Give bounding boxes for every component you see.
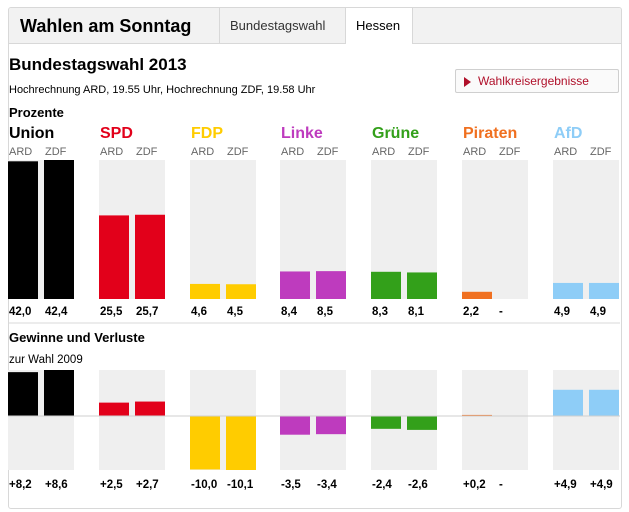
change-background-piraten [462, 370, 528, 470]
bar-ard-fdp [190, 283, 220, 299]
bar-ard-piraten [462, 291, 492, 299]
bar-zdf-spd [135, 214, 165, 299]
party-label-linke: Linke [281, 125, 323, 142]
election-widget: Wahlen am Sonntag Bundestagswahl Hessen … [8, 7, 622, 509]
value-label-ard-linke: 8,4 [281, 306, 298, 318]
chart1-title: Prozente [9, 105, 64, 120]
wahlkreisergebnisse-button[interactable]: Wahlkreisergebnisse [455, 69, 619, 93]
value-label-ard-union: 42,0 [9, 306, 31, 318]
party-label-piraten: Piraten [463, 125, 517, 142]
value-label-zdf-union: 42,4 [45, 306, 68, 318]
change-label-zdf-grne: -2,6 [408, 479, 428, 491]
value-label-zdf-fdp: 4,5 [227, 306, 244, 318]
series-label-zdf-fdp: ZDF [227, 146, 249, 158]
change-bar-zdf-linke [316, 415, 346, 435]
bar-ard-afd [553, 282, 583, 299]
change-bar-ard-piraten [462, 414, 492, 416]
value-label-ard-spd: 25,5 [100, 306, 123, 318]
change-bar-zdf-union [44, 370, 74, 416]
series-label-ard-afd: ARD [554, 146, 577, 158]
value-label-ard-piraten: 2,2 [463, 306, 479, 318]
change-label-zdf-linke: -3,4 [317, 479, 337, 491]
series-label-ard-union: ARD [9, 146, 32, 158]
tab-bundestagswahl[interactable]: Bundestagswahl [219, 8, 345, 43]
wahlkreisergebnisse-label: Wahlkreisergebnisse [478, 74, 589, 88]
value-label-ard-grne: 8,3 [372, 306, 388, 318]
bar-background-afd [553, 160, 619, 299]
value-label-zdf-grne: 8,1 [408, 306, 425, 318]
change-label-zdf-union: +8,6 [45, 479, 68, 491]
party-label-union: Union [9, 125, 54, 142]
change-bar-ard-fdp [190, 415, 220, 470]
bar-ard-spd [99, 215, 129, 299]
value-label-zdf-afd: 4,9 [590, 306, 606, 318]
series-label-zdf-union: ZDF [45, 146, 67, 158]
change-bar-ard-union [8, 372, 38, 416]
bar-background-fdp [190, 160, 256, 299]
projection-info: Hochrechnung ARD, 19.55 Uhr, Hochrechnun… [9, 84, 316, 96]
bar-ard-union [8, 161, 38, 299]
change-label-zdf-spd: +2,7 [136, 479, 159, 491]
change-bar-ard-linke [280, 415, 310, 435]
value-label-zdf-piraten: - [499, 306, 503, 318]
change-label-ard-grne: -2,4 [372, 479, 392, 491]
bar-ard-linke [280, 271, 310, 299]
series-label-ard-linke: ARD [281, 146, 304, 158]
chart2-subtitle: zur Wahl 2009 [9, 354, 83, 366]
bar-zdf-grne [407, 272, 437, 299]
change-label-ard-afd: +4,9 [554, 479, 577, 491]
change-label-ard-piraten: +0,2 [463, 479, 486, 491]
series-label-ard-spd: ARD [100, 146, 123, 158]
chart2-title: Gewinne und Verluste [9, 330, 145, 345]
change-bar-ard-afd [553, 389, 583, 416]
value-label-zdf-spd: 25,7 [136, 306, 158, 318]
bar-background-piraten [462, 160, 528, 299]
change-bar-zdf-afd [589, 389, 619, 416]
change-bar-ard-spd [99, 402, 129, 416]
series-label-zdf-afd: ZDF [590, 146, 612, 158]
change-bar-zdf-spd [135, 401, 165, 416]
change-label-zdf-fdp: -10,1 [227, 479, 254, 491]
series-label-zdf-linke: ZDF [317, 146, 339, 158]
series-label-ard-piraten: ARD [463, 146, 486, 158]
change-bar-zdf-grne [407, 415, 437, 430]
tab-hessen[interactable]: Hessen [345, 8, 413, 44]
change-label-zdf-afd: +4,9 [590, 479, 613, 491]
widget-title: Wahlen am Sonntag [20, 16, 192, 36]
party-label-fdp: FDP [191, 125, 223, 142]
series-label-zdf-grne: ZDF [408, 146, 430, 158]
bar-zdf-union [44, 160, 74, 299]
party-label-grne: Grüne [372, 125, 419, 142]
change-bar-ard-grne [371, 415, 401, 429]
series-label-zdf-piraten: ZDF [499, 146, 521, 158]
change-label-ard-spd: +2,5 [100, 479, 123, 491]
change-label-ard-linke: -3,5 [281, 479, 301, 491]
party-label-afd: AfD [554, 125, 582, 142]
series-label-ard-grne: ARD [372, 146, 395, 158]
page-title: Bundestagswahl 2013 [9, 55, 187, 74]
bar-zdf-afd [589, 282, 619, 299]
change-label-ard-fdp: -10,0 [191, 479, 217, 491]
party-label-spd: SPD [100, 125, 133, 142]
series-label-ard-fdp: ARD [191, 146, 214, 158]
bar-ard-grne [371, 271, 401, 299]
value-label-ard-fdp: 4,6 [191, 306, 207, 318]
bar-zdf-linke [316, 271, 346, 299]
bar-zdf-fdp [226, 284, 256, 299]
change-background-spd [99, 370, 165, 470]
change-background-afd [553, 370, 619, 470]
play-triangle-icon [464, 77, 471, 87]
tab-bar: Wahlen am Sonntag Bundestagswahl Hessen [9, 8, 621, 44]
value-label-zdf-linke: 8,5 [317, 306, 334, 318]
change-label-ard-union: +8,2 [9, 479, 32, 491]
change-label-zdf-piraten: - [499, 479, 503, 491]
series-label-zdf-spd: ZDF [136, 146, 158, 158]
value-label-ard-afd: 4,9 [554, 306, 570, 318]
change-bar-zdf-fdp [226, 415, 256, 470]
